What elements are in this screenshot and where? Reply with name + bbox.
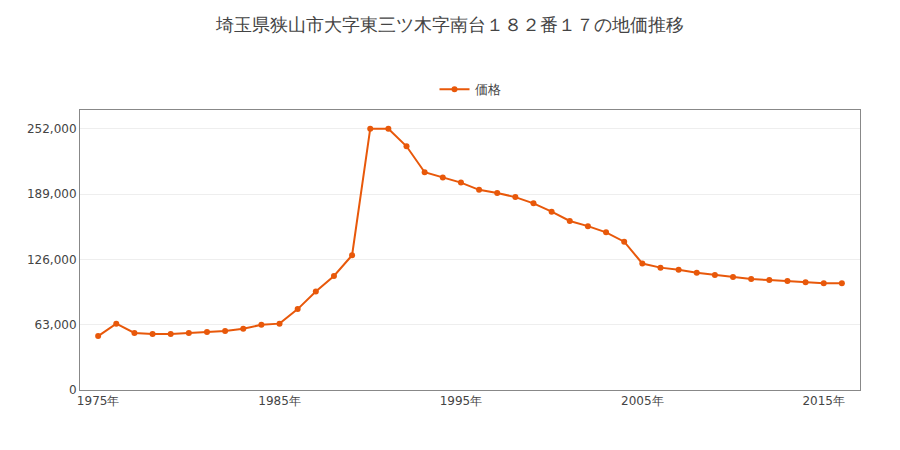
svg-text:埼玉県狭山市大字東三ツ木字南台１８２番１７の地価推移: 埼玉県狭山市大字東三ツ木字南台１８２番１７の地価推移: [215, 14, 684, 35]
svg-text:252,000: 252,000: [27, 122, 77, 136]
svg-text:価格: 価格: [475, 82, 501, 97]
svg-text:1975年: 1975年: [77, 394, 120, 408]
svg-text:189,000: 189,000: [27, 187, 77, 201]
svg-text:1995年: 1995年: [440, 394, 483, 408]
svg-text:2005年: 2005年: [621, 394, 664, 408]
svg-text:0: 0: [69, 383, 77, 397]
svg-text:63,000: 63,000: [35, 318, 77, 332]
svg-text:126,000: 126,000: [27, 253, 77, 267]
svg-text:2015年: 2015年: [802, 394, 845, 408]
svg-text:1985年: 1985年: [258, 394, 301, 408]
